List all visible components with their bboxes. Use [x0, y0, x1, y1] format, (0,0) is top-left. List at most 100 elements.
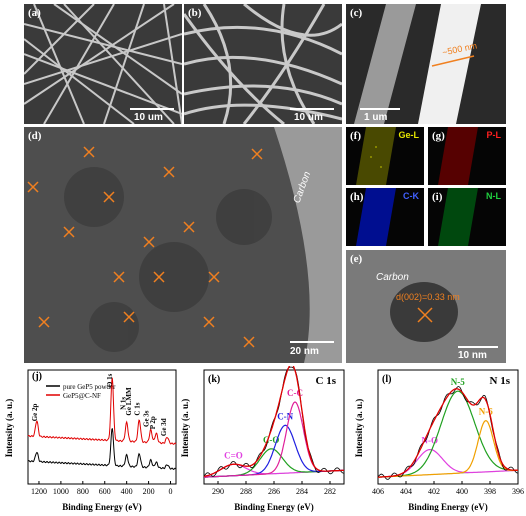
- component-label: C=O: [224, 450, 243, 460]
- scale-text: 1 um: [364, 112, 388, 123]
- component-label: N-5: [451, 377, 465, 387]
- x-ticks: 290 288 286 284 282: [212, 481, 336, 496]
- component-label: C-C: [287, 388, 303, 398]
- scale-bar: [290, 108, 334, 110]
- eds-map-c: (h) C-K: [346, 188, 424, 246]
- eds-map-p: (g) P-L: [428, 127, 506, 185]
- component-label: C-O: [263, 435, 280, 445]
- tick-label: 398: [484, 487, 496, 496]
- x-axis-label: Binding Energy (eV): [62, 502, 142, 512]
- element-label: P-L: [486, 130, 502, 140]
- tick-label: 402: [428, 487, 440, 496]
- panel-b-sem: (b) 10 um: [184, 4, 342, 124]
- tick-label: 800: [77, 487, 89, 496]
- panel-label: (g): [432, 130, 445, 142]
- component-label: C-N: [277, 411, 293, 421]
- nanofiber-network: [184, 4, 342, 124]
- tem-image: [24, 127, 342, 363]
- tick-label: 1000: [53, 487, 69, 496]
- single-fiber: [354, 4, 481, 124]
- panel-label: (l): [382, 374, 391, 385]
- scale-text: 10 um: [134, 112, 163, 123]
- panel-label: (d): [28, 130, 42, 142]
- panel-label: (b): [188, 7, 202, 19]
- legend-label: GeP5@C-NF: [63, 392, 101, 400]
- panel-label: (a): [28, 7, 41, 19]
- panel-label: (f): [350, 130, 361, 142]
- y-axis-label: Intensity (a. u.): [4, 399, 14, 458]
- scale-bar: [290, 341, 334, 343]
- plot-frame: [377, 369, 519, 485]
- peak-label: P 2p: [149, 416, 157, 429]
- tick-label: 1200: [31, 487, 47, 496]
- envelope-fit: [203, 366, 345, 478]
- tick-label: 406: [372, 487, 384, 496]
- peak-label: Ge 3d: [160, 418, 168, 436]
- x-axis-label: Binding Energy (eV): [408, 502, 488, 512]
- tick-label: 396: [512, 487, 524, 496]
- envelope-fit: [377, 388, 518, 478]
- plot-frame: [203, 369, 345, 485]
- chart-title: C 1s: [316, 375, 337, 387]
- peak-label: C 1s: [133, 402, 141, 415]
- element-label: Ge-L: [398, 130, 419, 140]
- d-spacing-label: d(002)=0.33 nm: [396, 292, 460, 302]
- element-label: N-L: [486, 191, 501, 201]
- tick-label: 600: [99, 487, 111, 496]
- tick-label: 200: [143, 487, 155, 496]
- tick-label: 400: [456, 487, 468, 496]
- element-label: C-K: [403, 191, 419, 201]
- peak-label: Ge LMM: [125, 387, 133, 416]
- panel-label: (c): [350, 7, 363, 19]
- lattice-fringe-markers: [27, 146, 263, 348]
- panel-label: (e): [350, 253, 363, 265]
- panel-c-sem: (c) ~500 nm 1 um: [346, 4, 506, 124]
- series-pure-gep5: [27, 427, 177, 470]
- component-label: N-O: [422, 436, 439, 446]
- tick-label: 404: [400, 487, 412, 496]
- xps-c1s-chart: (k) C 1s C=O C-O C-N C-C 290 288 286 284 282 Bi…: [180, 366, 345, 512]
- x-ticks: 406 404 402 400 398 396: [372, 481, 524, 496]
- x-ticks: 1200 1000 800 600 400 200 0: [31, 481, 173, 496]
- peak-label: N 1s: [120, 397, 128, 410]
- panel-label: (k): [208, 374, 220, 385]
- y-axis-label: Intensity (a. u.): [354, 399, 364, 458]
- eds-map-ge: (f) Ge-L: [346, 127, 424, 185]
- scale-text: 10 um: [294, 112, 323, 123]
- scale-bar: [360, 108, 400, 110]
- carbon-label: Carbon: [376, 272, 409, 283]
- tick-label: 286: [268, 487, 280, 496]
- tick-label: 284: [296, 487, 308, 496]
- series-lines: [27, 377, 177, 470]
- panel-label: (i): [432, 191, 443, 203]
- tick-label: 288: [240, 487, 252, 496]
- panel-d-tem: (d) Carbon 20 nm: [24, 127, 342, 363]
- scale-text: 10 nm: [458, 350, 487, 361]
- chart-title: N 1s: [490, 375, 511, 387]
- nanofiber-network: [24, 4, 182, 124]
- panel-e-hrtem: (e) Carbon d(002)=0.33 nm 10 nm: [346, 250, 506, 363]
- tick-label: 282: [324, 487, 336, 496]
- panel-label: (j): [32, 371, 42, 382]
- fit-lines: N-O N-5 N-6: [377, 377, 519, 480]
- xps-n1s-chart: (l) N 1s N-O N-5 N-6 406 404 402 400 398 396 Bi…: [354, 369, 524, 512]
- peak-label: O 1s: [106, 373, 114, 387]
- scale-bar: [458, 346, 498, 348]
- scale-text: 20 nm: [290, 346, 319, 357]
- tick-label: 400: [121, 487, 133, 496]
- tick-label: 290: [212, 487, 224, 496]
- peak-label: Ge 3s: [143, 410, 151, 427]
- series-gep5-cnf: [27, 377, 177, 445]
- legend-label: pure GeP5 powder: [63, 383, 116, 391]
- component-label: N-6: [479, 407, 493, 417]
- peak-label: Ge 2p: [31, 403, 39, 421]
- tick-label: 0: [169, 487, 173, 496]
- x-axis-label: Binding Energy (eV): [234, 502, 314, 512]
- y-axis-label: Intensity (a. u.): [180, 399, 190, 458]
- scale-bar: [130, 108, 174, 110]
- fit-lines: C=O C-O C-N C-C: [203, 366, 345, 478]
- panel-label: (h): [350, 191, 364, 203]
